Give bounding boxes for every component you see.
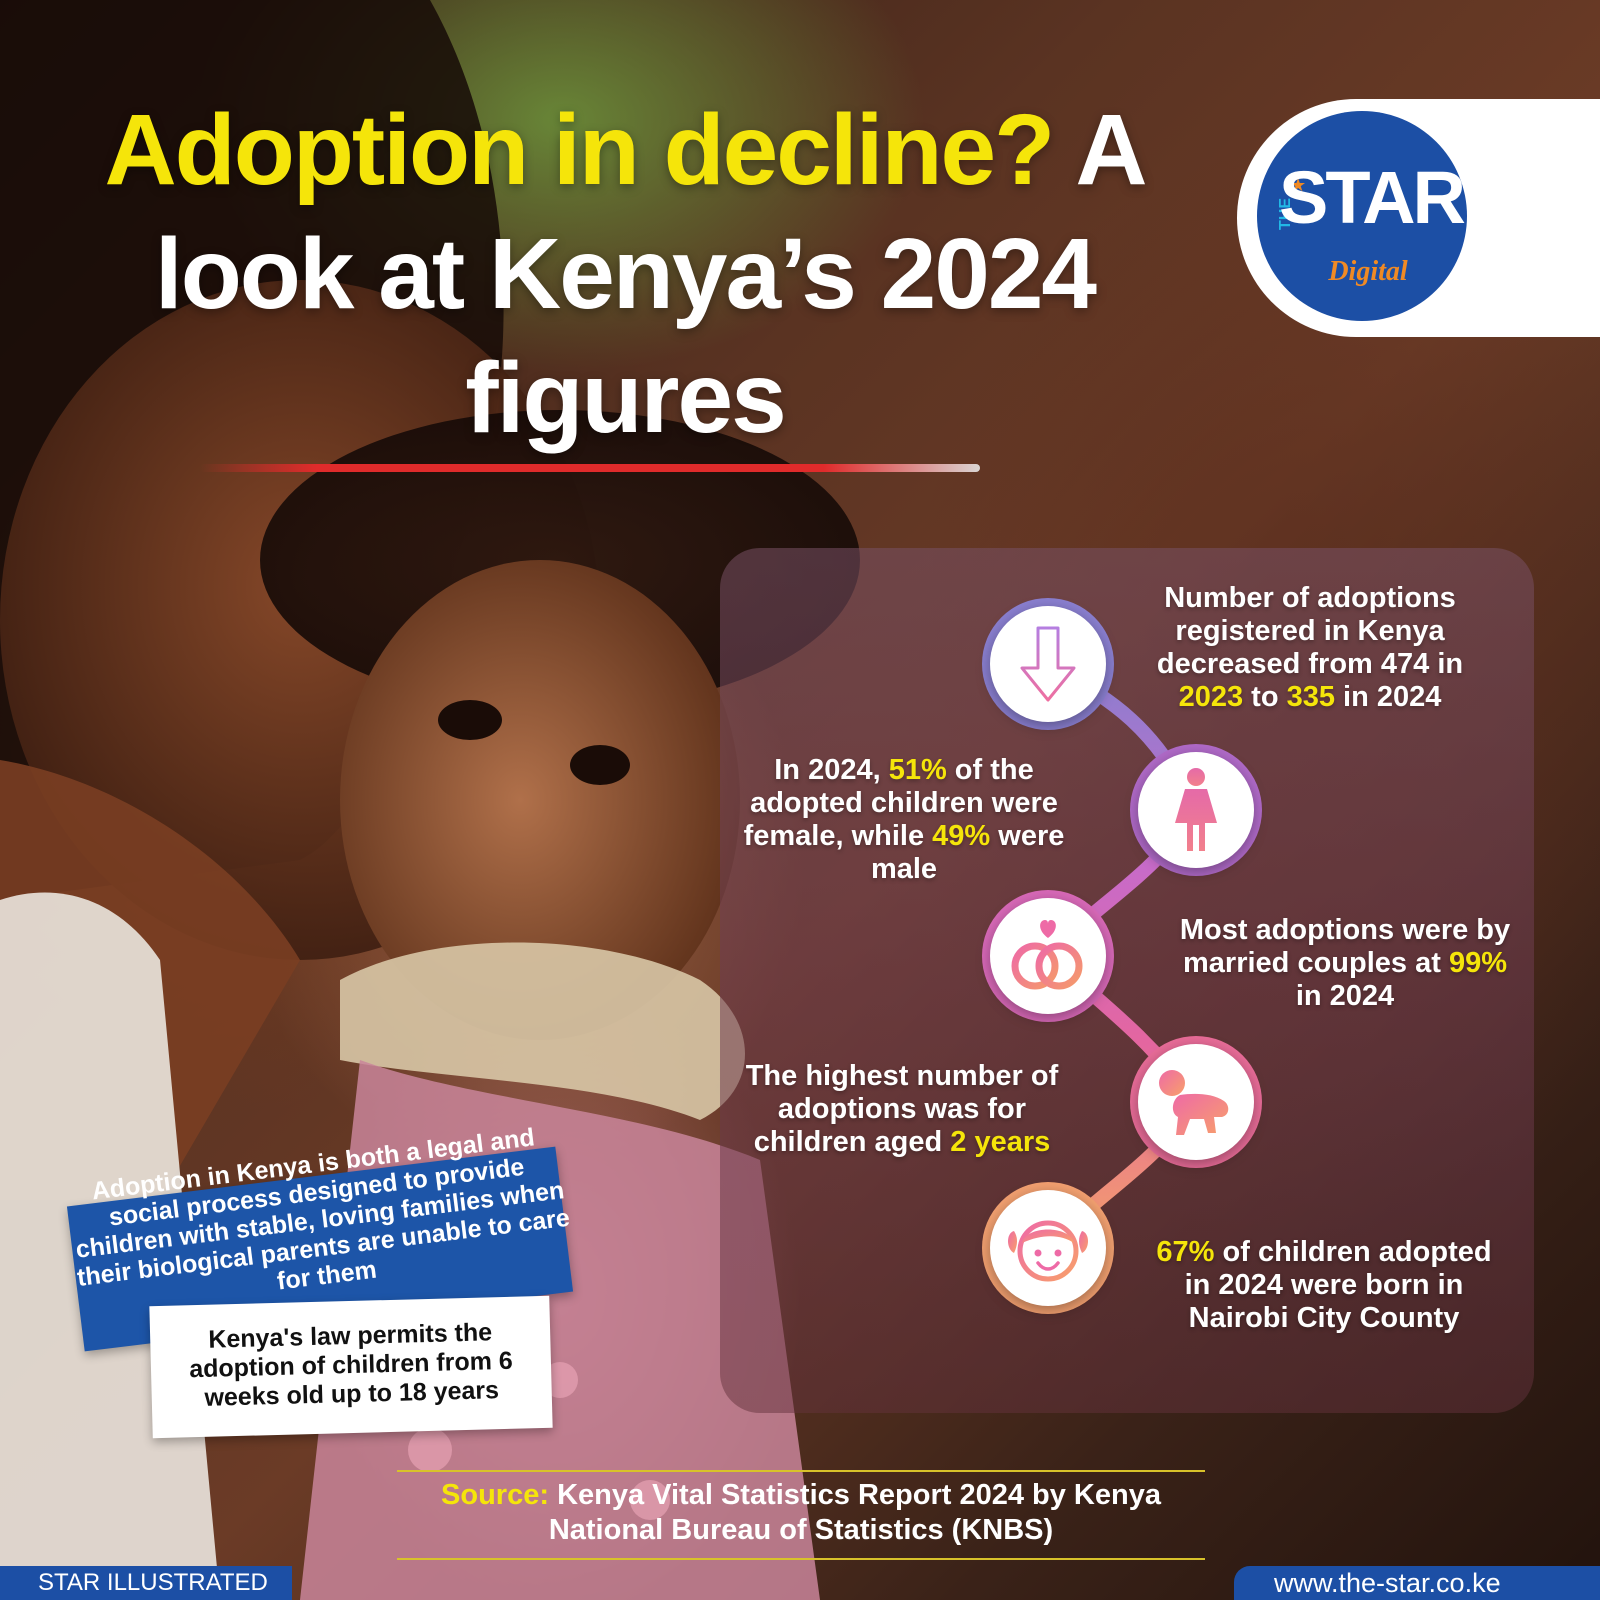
logo-digital-text: Digital [1328, 256, 1408, 287]
star-digital-logo [1257, 111, 1467, 321]
footer-website-link[interactable]: www.the-star.co.ke [1234, 1566, 1600, 1600]
fact3-married-pct: 99% [1448, 947, 1507, 979]
facts-panel [720, 548, 1534, 1413]
fact5-nairobi-pct: 67% [1156, 1236, 1215, 1268]
fact-text-married: Most adoptions were by married couples a… [1170, 914, 1520, 1013]
source-text: Kenya Vital Statistics Report 2024 by Ke… [548, 1479, 1161, 1546]
fact3-text-b: in 2024 [1295, 980, 1395, 1012]
fact-text-decline: Number of adoptions registered in Kenya … [1140, 582, 1480, 714]
fact-node-married [990, 898, 1106, 1014]
fact3-text-a: Most adoptions were by married couples a… [1179, 914, 1511, 979]
fact1-text-a: Number of adoptions registered in Kenya … [1156, 582, 1464, 680]
fact2-text-a: In 2024, [774, 754, 889, 786]
page-title: Adoption in decline? A look at Kenya’s 2… [40, 88, 1210, 460]
source-top-rule [397, 1470, 1205, 1472]
fact2-text-b: of the adopted children were female, whi… [743, 754, 1058, 852]
logo-star-icon: ★ [1290, 175, 1307, 195]
arrow-down-icon [1020, 626, 1076, 702]
fact2-text-c: were male [870, 820, 1065, 885]
source-bottom-rule [397, 1558, 1205, 1560]
footer-credit: STAR ILLUSTRATED [0, 1566, 292, 1600]
fact4-text-a: The highest number of adoptions was for … [745, 1060, 1059, 1158]
title-rest: A look at Kenya’s 2024 figures [154, 94, 1148, 454]
rings-heart-icon [1011, 920, 1083, 990]
female-icon [1175, 768, 1217, 851]
fact-node-age [1138, 1044, 1254, 1160]
fact4-age: 2 years [950, 1126, 1051, 1158]
law-text: Kenya's law permits the adoption of chil… [188, 1318, 514, 1412]
crawling-baby-icon [1159, 1070, 1229, 1135]
girl-face-icon [1008, 1220, 1088, 1282]
fact-node-decline [990, 606, 1106, 722]
fact-node-gender [1138, 752, 1254, 868]
fact1-text-b: to [1243, 681, 1287, 713]
logo-star-text: STAR [1279, 156, 1466, 239]
source-label: Source: [441, 1479, 550, 1511]
fact2-male-pct: 49% [932, 820, 991, 852]
fact2-female-pct: 51% [888, 754, 947, 786]
fact5-text: of children adopted in 2024 were born in… [1184, 1236, 1492, 1334]
fact1-count-335: 335 [1286, 681, 1335, 713]
fact1-year-2023: 2023 [1178, 681, 1244, 713]
fact-text-gender: In 2024, 51% of the adopted children wer… [738, 754, 1070, 886]
fact1-text-c: in 2024 [1335, 681, 1442, 713]
fact-node-nairobi [990, 1190, 1106, 1306]
title-divider [200, 464, 980, 472]
title-highlight: Adoption in decline? [104, 94, 1055, 206]
fact-text-age: The highest number of adoptions was for … [738, 1060, 1066, 1159]
source-citation: Source: Kenya Vital Statistics Report 20… [397, 1478, 1205, 1548]
fact-text-nairobi: 67% of children adopted in 2024 were bor… [1148, 1236, 1500, 1335]
